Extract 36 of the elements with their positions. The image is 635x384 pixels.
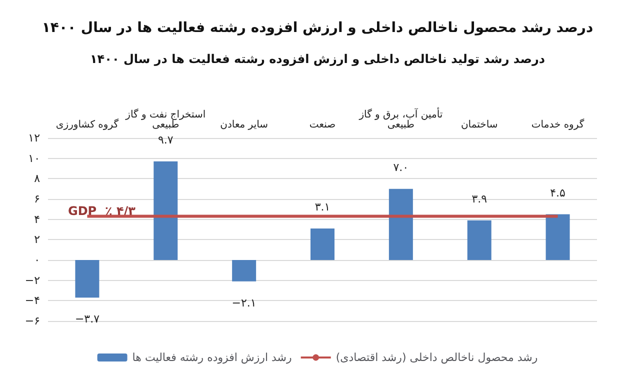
y-tick-label: ۱۲ <box>28 132 40 144</box>
x-tick-label: گروه خدمات <box>531 118 584 130</box>
x-tick-label: استخراج نفت و گاز طبیعی <box>124 108 206 130</box>
bar <box>467 220 492 260</box>
x-tick-label: ساختمان <box>460 120 498 130</box>
data-label: ۳.۹ <box>472 192 488 206</box>
x-tick-label: تأمین آب، برق و گاز طبیعی <box>358 106 443 130</box>
data-label: −۳.۷ <box>74 312 100 326</box>
y-tick-label: −۶ <box>24 314 40 328</box>
y-tick-label: ۶ <box>34 192 40 206</box>
legend-label: رشد محصول ناخالص داخلی (رشد اقتصادی) <box>336 351 538 364</box>
y-tick-label: ۲ <box>34 233 40 246</box>
chart-subtitle: درصد رشد تولید ناخالص داخلی و ارزش افزوده رشته فعالیت ها در سال ۱۴۰۰ <box>90 52 546 66</box>
y-tick-label: ۰ <box>34 254 40 266</box>
x-tick-label: سایر معادن <box>220 120 268 130</box>
annotation: GDP ٪ ۴/۳ <box>68 204 136 218</box>
bar <box>546 214 570 260</box>
y-tick-label: −۴ <box>24 294 40 308</box>
bar <box>310 228 334 260</box>
y-tick-label: ۱۰ <box>28 152 40 165</box>
y-tick-label: −۲ <box>24 274 40 287</box>
data-label: ۴.۵ <box>550 186 566 200</box>
data-label: ۳.۱ <box>314 200 330 214</box>
data-label: ۹.۷ <box>158 133 174 146</box>
bar <box>388 188 413 260</box>
bar <box>154 161 178 260</box>
data-label: ۷.۰ <box>393 160 409 174</box>
data-label: −۲.۱ <box>232 296 256 310</box>
chart-title: درصد رشد محصول ناخالص داخلی و ارزش افزوده رشته فعالیت ها در سال ۱۴۰۰ <box>42 20 594 36</box>
bar <box>232 260 256 282</box>
legend-label: رشد ارزش افزوده رشته فعالیت ها <box>132 351 292 364</box>
x-tick-label: صنعت <box>309 120 336 130</box>
y-tick-label: ۴ <box>34 212 40 226</box>
y-tick-label: ۸ <box>34 172 40 186</box>
x-tick-label: گروه کشاورزی <box>56 118 119 130</box>
bar <box>75 260 100 298</box>
